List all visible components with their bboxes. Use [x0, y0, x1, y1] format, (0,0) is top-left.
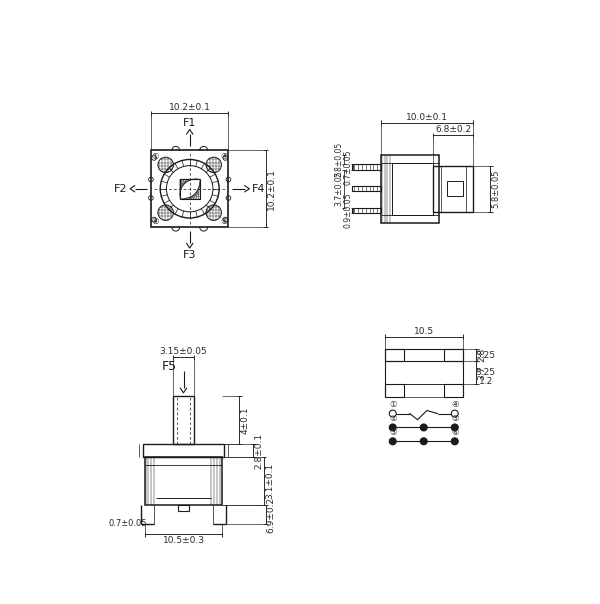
Bar	[352, 186, 381, 191]
Bar	[145, 457, 222, 505]
Text: 5.8±0.05: 5.8±0.05	[491, 170, 500, 208]
Text: F5: F5	[162, 360, 177, 373]
Text: 0.7±0.05: 0.7±0.05	[343, 149, 352, 185]
Text: F4: F4	[252, 184, 265, 194]
Bar	[352, 208, 381, 213]
Bar	[444, 384, 463, 397]
Bar	[173, 396, 194, 443]
Text: 6.9±0.2: 6.9±0.2	[266, 496, 275, 533]
Bar	[444, 349, 463, 361]
Text: 3.7±0.05: 3.7±0.05	[334, 171, 343, 207]
Bar	[381, 155, 439, 223]
Text: 6.8±0.2: 6.8±0.2	[435, 125, 471, 134]
Bar	[385, 384, 404, 397]
Bar	[385, 349, 404, 361]
Text: 3.25: 3.25	[476, 368, 496, 378]
Bar	[392, 162, 433, 215]
Text: 10.5±0.3: 10.5±0.3	[163, 536, 205, 545]
Bar	[352, 164, 381, 170]
Text: F2: F2	[114, 184, 127, 194]
Bar	[447, 181, 463, 196]
Text: 0.7±0.05: 0.7±0.05	[109, 519, 147, 528]
Text: ①: ①	[152, 152, 160, 161]
Circle shape	[420, 438, 427, 445]
Text: 2.8±0.1: 2.8±0.1	[254, 432, 263, 469]
Bar	[178, 505, 189, 510]
Text: 2.8±0.05: 2.8±0.05	[334, 142, 343, 178]
Bar	[179, 179, 200, 199]
Text: 1.2: 1.2	[479, 377, 493, 386]
Text: 10.2±0.1: 10.2±0.1	[169, 103, 211, 112]
Text: ⑥: ⑥	[152, 217, 160, 225]
Text: ④: ④	[220, 152, 227, 161]
Circle shape	[451, 438, 458, 445]
Text: 3.15±0.05: 3.15±0.05	[160, 347, 208, 356]
Text: 0.9±0.05: 0.9±0.05	[343, 193, 352, 228]
Text: 3.7: 3.7	[478, 365, 487, 380]
Text: 10.5: 10.5	[413, 327, 434, 336]
Text: 3.25: 3.25	[476, 350, 496, 359]
Bar	[433, 165, 473, 212]
Text: 4±0.1: 4±0.1	[240, 406, 249, 434]
Text: ⑤: ⑤	[220, 217, 227, 225]
Text: ③: ③	[389, 428, 397, 437]
Circle shape	[389, 424, 396, 431]
Text: ⑥: ⑥	[451, 428, 458, 437]
Text: ⑤: ⑤	[451, 414, 458, 423]
Text: ①: ①	[389, 400, 397, 409]
Text: F3: F3	[183, 250, 196, 260]
Bar	[143, 443, 224, 457]
Bar	[151, 150, 229, 227]
Text: ②: ②	[389, 414, 397, 423]
Text: 10.2±0.1: 10.2±0.1	[266, 168, 275, 210]
Circle shape	[451, 424, 458, 431]
Text: 10.0±0.1: 10.0±0.1	[406, 112, 448, 121]
Circle shape	[389, 438, 396, 445]
Text: ④: ④	[451, 400, 458, 409]
Circle shape	[420, 424, 427, 431]
Text: 2.8: 2.8	[478, 348, 487, 362]
Text: F1: F1	[183, 118, 196, 127]
Text: 3.1±0.1: 3.1±0.1	[265, 463, 274, 500]
